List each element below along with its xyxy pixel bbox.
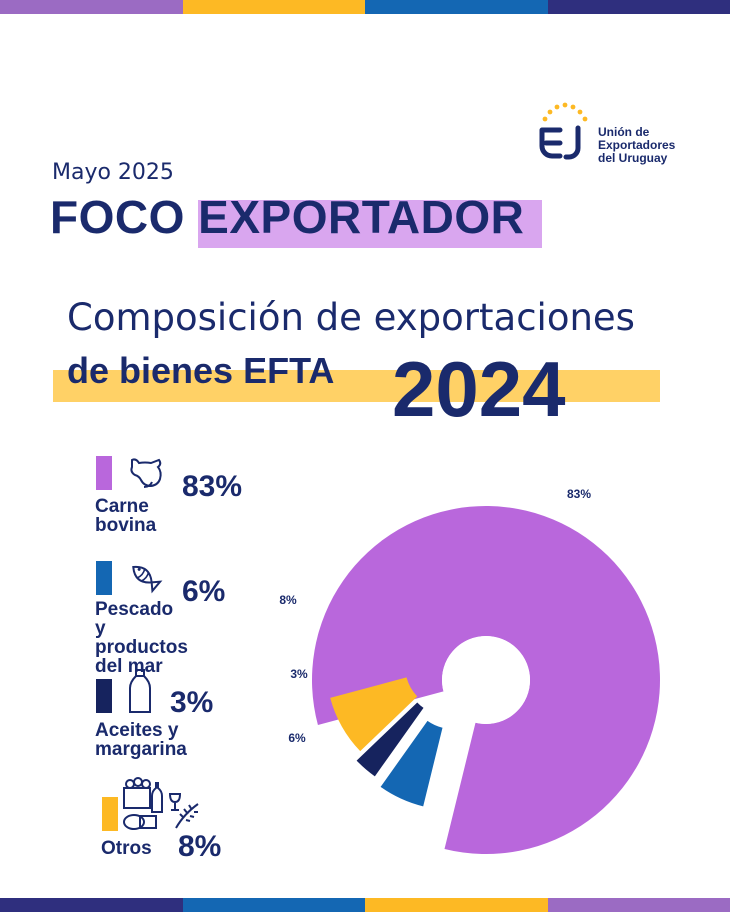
bottle-icon [129, 669, 151, 713]
top-color-bar [0, 0, 730, 14]
pie-slice-pescado-y-productos-del-mar [380, 720, 443, 807]
pie-slice-carne-bovina [311, 505, 660, 854]
bottom-color-bar [0, 898, 730, 912]
subtitle-highlight [53, 370, 660, 402]
logo-line-3: del Uruguay [598, 151, 668, 165]
legend-swatch [102, 797, 118, 831]
assorted-goods-icon [123, 777, 199, 830]
legend-percent: 83% [182, 470, 243, 503]
ueu-logo: Unión de Exportadores del Uruguay [536, 102, 706, 166]
chart-heading-line-1: Composición de exportaciones [67, 296, 635, 339]
logo-line-1: Unión de [598, 125, 650, 139]
pie-data-label: 8% [279, 593, 297, 607]
page-title: FOCO EXPORTADOR [50, 191, 525, 243]
legend-percent: 3% [170, 686, 214, 719]
chart-year: 2024 [392, 345, 566, 433]
legend-label: Aceites y margarina [95, 720, 187, 760]
logo-text: Unión de Exportadores del Uruguay [598, 126, 675, 165]
pie-slice-otros [330, 677, 418, 752]
legend-label: Carne bovina [95, 496, 157, 536]
ueu-logo-mark-icon [539, 102, 588, 160]
donut-hole [442, 636, 530, 724]
legend-swatch [96, 679, 112, 713]
legend-percent: 8% [178, 830, 222, 863]
pie-data-label: 83% [567, 487, 591, 501]
logo-line-2: Exportadores [598, 138, 676, 152]
title-highlight [198, 200, 542, 248]
pie-data-label: 3% [290, 667, 308, 681]
pie-data-label: 6% [288, 731, 306, 745]
legend-label: Pescado y productos del mar [95, 599, 188, 677]
chart-heading-line-2: de bienes EFTA [67, 350, 335, 391]
pie-slice-aceites-y-margarina [356, 702, 424, 777]
legend-swatch [96, 561, 112, 595]
legend-label: Otros [101, 838, 152, 859]
fish-icon [132, 565, 163, 594]
legend-percent: 6% [182, 575, 226, 608]
legend-swatch [96, 456, 112, 490]
cow-icon [130, 458, 162, 488]
report-date: Mayo 2025 [52, 160, 174, 185]
